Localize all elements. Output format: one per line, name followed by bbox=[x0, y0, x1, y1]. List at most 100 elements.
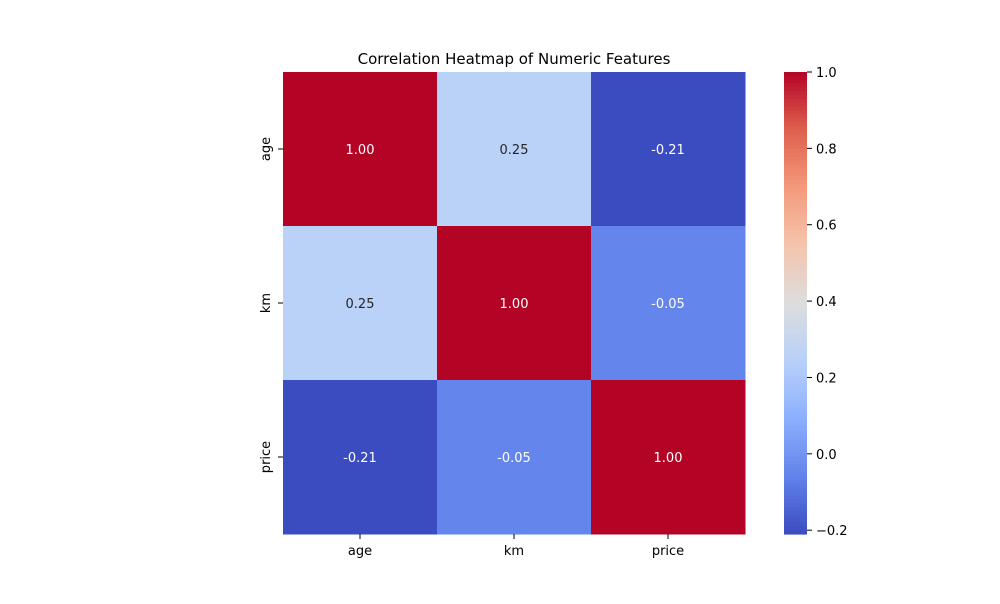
colorbar-segment bbox=[784, 514, 807, 520]
colorbar-segment bbox=[784, 464, 807, 470]
colorbar-segment bbox=[784, 345, 807, 350]
heatmap-cell-price-age bbox=[283, 380, 438, 535]
colorbar-segment bbox=[784, 356, 807, 362]
colorbar-segment bbox=[784, 460, 807, 466]
colorbar-segment bbox=[784, 183, 807, 189]
colorbar-segment bbox=[784, 387, 807, 393]
colorbar-segment bbox=[784, 391, 807, 396]
colorbar-segment bbox=[784, 133, 807, 139]
colorbar-segment bbox=[784, 310, 807, 316]
colorbar-segment bbox=[784, 422, 807, 427]
colorbar-segment bbox=[784, 414, 807, 420]
colorbar-segment bbox=[784, 191, 807, 196]
colorbar-segment bbox=[784, 272, 807, 277]
heatmap-cells bbox=[283, 72, 746, 535]
colorbar-tick-label: −0.2 bbox=[816, 524, 848, 539]
colorbar-tick-label: 0.8 bbox=[816, 142, 837, 157]
colorbar-segment bbox=[784, 141, 807, 146]
colorbar-segment bbox=[784, 522, 807, 527]
heatmap-cell-age-age bbox=[283, 72, 438, 227]
heatmap-cell-km-price bbox=[591, 226, 746, 381]
colorbar-segment bbox=[784, 222, 807, 227]
colorbar-segment bbox=[784, 129, 807, 135]
colorbar-segment bbox=[784, 279, 807, 285]
colorbar-segment bbox=[784, 368, 807, 373]
colorbar-segment bbox=[784, 518, 807, 524]
colorbar-segment bbox=[784, 87, 807, 92]
colorbar-segment bbox=[784, 333, 807, 339]
colorbar-segment bbox=[784, 145, 807, 150]
cell-value-label: -0.05 bbox=[497, 451, 531, 466]
x-tick-label: km bbox=[504, 544, 524, 559]
colorbar-segment bbox=[784, 125, 807, 131]
colorbar-segment bbox=[784, 179, 807, 185]
colorbar-segment bbox=[784, 172, 807, 177]
colorbar-segment bbox=[784, 418, 807, 423]
colorbar-segment bbox=[784, 164, 807, 169]
colorbar-segment bbox=[784, 299, 807, 304]
colorbar-segment bbox=[784, 264, 807, 269]
colorbar-segment bbox=[784, 249, 807, 254]
chart-title: Correlation Heatmap of Numeric Features bbox=[358, 50, 671, 68]
colorbar-segment bbox=[784, 472, 807, 477]
colorbar-segment bbox=[784, 118, 807, 123]
colorbar-segment bbox=[784, 468, 807, 473]
colorbar-tick-label: 0.0 bbox=[816, 448, 837, 463]
colorbar-segment bbox=[784, 106, 807, 112]
colorbar-segment bbox=[784, 410, 807, 416]
colorbar-segment bbox=[784, 256, 807, 262]
cell-value-label: 1.00 bbox=[654, 451, 683, 466]
colorbar-segment bbox=[784, 237, 807, 242]
colorbar-tick-label: 0.6 bbox=[816, 219, 837, 234]
colorbar-segment bbox=[784, 95, 807, 100]
colorbar-segment bbox=[784, 399, 807, 404]
colorbar-segment bbox=[784, 83, 807, 88]
x-axis: age km price bbox=[348, 534, 684, 559]
colorbar-segment bbox=[784, 152, 807, 158]
colorbar-segment bbox=[784, 433, 807, 439]
colorbar-segment bbox=[784, 102, 807, 108]
cell-value-label: 0.25 bbox=[346, 297, 375, 312]
colorbar-segment bbox=[784, 453, 807, 458]
colorbar-segment bbox=[784, 283, 807, 289]
colorbar-segment bbox=[784, 426, 807, 431]
colorbar-segment bbox=[784, 337, 807, 343]
colorbar-segment bbox=[784, 91, 807, 96]
heatmap-cell-km-km bbox=[437, 226, 592, 381]
colorbar-segment bbox=[784, 483, 807, 489]
cell-value-label: 0.25 bbox=[500, 143, 529, 158]
colorbar-segment bbox=[784, 430, 807, 435]
y-axis: age km price bbox=[259, 137, 283, 473]
colorbar-segment bbox=[784, 287, 807, 293]
colorbar-segment bbox=[784, 322, 807, 327]
x-tick-label: age bbox=[348, 544, 372, 559]
colorbar-segment bbox=[784, 199, 807, 204]
heatmap-cell-labels: 1.00 0.25 -0.21 0.25 1.00 -0.05 -0.21 -0.05 1.00 bbox=[343, 143, 685, 466]
colorbar-segment bbox=[784, 476, 807, 481]
colorbar-segment bbox=[784, 160, 807, 165]
cell-value-label: -0.05 bbox=[651, 297, 685, 312]
colorbar-segment bbox=[784, 326, 807, 331]
colorbar-segment bbox=[784, 187, 807, 192]
colorbar-tick-label: 0.2 bbox=[816, 371, 837, 386]
cell-value-label: -0.21 bbox=[651, 143, 685, 158]
cell-value-label: 1.00 bbox=[500, 297, 529, 312]
colorbar-segment bbox=[784, 268, 807, 273]
colorbar-segment bbox=[784, 526, 807, 531]
colorbar-segment bbox=[784, 349, 807, 354]
colorbar-segment bbox=[784, 122, 807, 127]
cell-value-label: -0.21 bbox=[343, 451, 377, 466]
y-tick-label: age bbox=[259, 137, 274, 161]
colorbar-segment bbox=[784, 507, 807, 512]
colorbar-segment bbox=[784, 480, 807, 485]
colorbar-segment bbox=[784, 491, 807, 497]
colorbar-segment bbox=[784, 341, 807, 346]
colorbar-segment bbox=[784, 406, 807, 412]
colorbar-segment bbox=[784, 445, 807, 450]
colorbar-segment bbox=[784, 226, 807, 231]
colorbar-segment bbox=[784, 449, 807, 454]
y-tick-label: km bbox=[259, 293, 274, 313]
colorbar-segment bbox=[784, 353, 807, 358]
